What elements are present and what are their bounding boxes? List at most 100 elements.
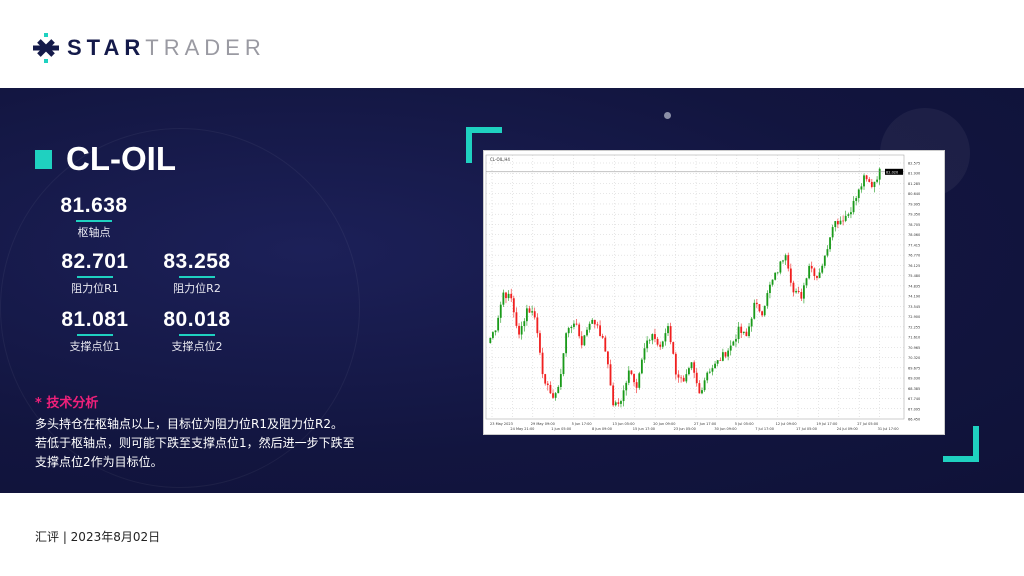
y-tick-label: 70.965 [908, 346, 920, 350]
candle-body [596, 324, 599, 326]
candle-body [776, 272, 779, 274]
x-tick-label: 23 May 2023 [490, 422, 513, 426]
candle-body [502, 292, 505, 305]
pivot-level: 81.638 枢轴点 [49, 194, 139, 240]
level-value: 81.081 [61, 308, 129, 331]
level-label: 支撑点位1 [69, 340, 121, 353]
logo-text-trader: TRADER [145, 35, 266, 60]
candle-body [654, 334, 656, 339]
candle-body [769, 284, 771, 294]
x-tick-label: 30 Jun 09:00 [714, 427, 736, 431]
candle-body [625, 382, 628, 391]
corner-bracket-top-left [466, 127, 502, 163]
candle-body [656, 338, 659, 345]
candle-body [834, 221, 837, 228]
candle-body [630, 370, 633, 375]
candle-body [708, 371, 711, 373]
analysis-line: 多头持仓在枢轴点以上，目标位为阻力位R1及阻力位R2。 [35, 417, 343, 431]
candle-body [852, 200, 855, 213]
x-tick-label: 24 May 21:00 [510, 427, 534, 431]
decorative-dot [664, 112, 671, 119]
candle-body [674, 353, 677, 375]
candle-body [580, 336, 583, 346]
y-tick-label: 76.770 [908, 254, 920, 258]
candle-body [847, 214, 850, 216]
candle-body [857, 189, 860, 199]
y-tick-label: 66.450 [908, 418, 920, 422]
candle-body [651, 334, 654, 341]
candle-body [792, 282, 795, 293]
candle-body [690, 362, 693, 369]
y-tick-label: 72.255 [908, 325, 920, 329]
logo: STARTRADER [33, 33, 266, 63]
candle-body [523, 321, 526, 327]
candle-body [562, 353, 565, 375]
candle-body [706, 372, 709, 381]
level-value: 80.018 [163, 308, 231, 331]
decorative-circle [0, 128, 360, 488]
logo-text-star: STAR [67, 35, 146, 60]
footer-date: 汇评 | 2023年8月02日 [35, 530, 161, 544]
s1-level: 81.081 支撑点位1 [50, 308, 140, 354]
x-tick-label: 13 Jun 05:00 [612, 422, 634, 426]
candle-body [878, 168, 881, 180]
candle-body [617, 402, 620, 404]
candle-body [682, 377, 685, 382]
candle-body [818, 272, 821, 278]
candle-body [499, 304, 502, 318]
candle-body [863, 175, 865, 187]
candle-body [714, 363, 716, 369]
candle-body [677, 374, 680, 378]
candle-body [541, 352, 544, 375]
candle-body [544, 374, 547, 384]
candle-body [703, 380, 706, 391]
candle-body [565, 333, 568, 354]
candle-body [557, 386, 560, 394]
candle-body [808, 265, 811, 279]
y-tick-label: 74.835 [908, 284, 920, 288]
candle-body [810, 265, 813, 269]
x-tick-label: 20 Jun 09:00 [653, 422, 675, 426]
corner-bracket-bottom-right [943, 426, 979, 462]
candle-body [784, 255, 787, 261]
candle-body [826, 249, 829, 256]
x-tick-label: 27 Jul 05:00 [857, 422, 878, 426]
candle-body [570, 326, 573, 329]
candle-body [614, 402, 617, 406]
candle-body [567, 328, 570, 334]
symbol-title: CL-OIL [35, 140, 176, 178]
candle-body [766, 293, 769, 306]
candle-body [727, 350, 730, 357]
candle-body [745, 331, 748, 337]
candle-body [661, 341, 664, 347]
square-icon [35, 149, 52, 169]
candle-body [685, 374, 688, 382]
candle-body [876, 179, 878, 182]
level-label: 支撑点位2 [171, 340, 223, 353]
candle-body [711, 368, 714, 372]
candle-body [737, 326, 740, 340]
candle-body [583, 335, 586, 346]
candle-body [800, 292, 803, 299]
analysis-line: 若低于枢轴点，则可能下跌至支撑点位1，然后进一步下跌至 [35, 436, 355, 450]
level-value: 81.638 [60, 194, 128, 217]
level-label: 阻力位R1 [71, 282, 119, 295]
candle-body [782, 260, 784, 262]
candle-body [724, 352, 727, 357]
candle-body [787, 255, 790, 269]
x-tick-label: 5 Jun 17:00 [572, 422, 592, 426]
analysis-line: 支撑点位2作为目标位。 [35, 455, 163, 469]
y-tick-label: 81.285 [908, 182, 920, 186]
symbol-name: CL-OIL [66, 140, 176, 177]
candle-body [850, 212, 852, 215]
candle-body [842, 220, 845, 222]
candle-body [763, 305, 766, 316]
candle-body [805, 278, 808, 286]
y-tick-label: 80.640 [908, 192, 920, 196]
candle-body [640, 359, 643, 374]
y-tick-label: 79.995 [908, 202, 920, 206]
content-banner: CL-OIL 81.638 枢轴点 82.701 阻力位R1 83.258 阻力位R2… [0, 88, 1024, 493]
candle-body [622, 390, 625, 402]
candle-body [771, 279, 774, 285]
y-tick-label: 74.190 [908, 295, 920, 299]
